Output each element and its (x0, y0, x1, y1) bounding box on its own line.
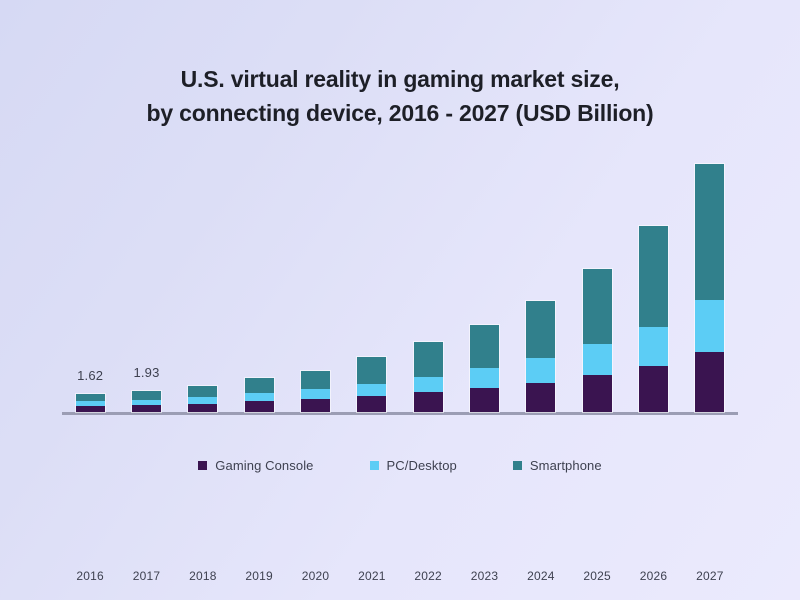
x-axis-label: 2022 (414, 569, 442, 583)
legend-swatch-icon (198, 461, 208, 470)
bar-segment (526, 357, 556, 383)
bar-segment (132, 390, 161, 400)
bar-segment (301, 370, 330, 390)
bar-column[interactable] (457, 324, 513, 412)
bar-segment (188, 396, 218, 404)
bar-segment (695, 164, 725, 300)
x-axis-tick-labels: 2016 2017 2018 2019 2020 2021 2022 2023 2024 2025… (62, 569, 738, 589)
x-axis-label: 2025 (583, 569, 611, 583)
bar-segment (639, 326, 668, 367)
x-axis-label: 2027 (696, 569, 724, 583)
bar-segment (132, 405, 161, 412)
x-axis-label: 2017 (132, 569, 161, 583)
x-axis-label: 2026 (639, 569, 668, 583)
bar-segment (357, 383, 387, 397)
legend-swatch-icon (512, 461, 522, 470)
legend-item[interactable]: PC/Desktop (369, 458, 457, 473)
bar-segment (582, 344, 612, 376)
legend-label: Smartphone (529, 458, 602, 473)
bar-column[interactable] (119, 390, 175, 412)
bar-column[interactable] (175, 385, 231, 412)
bar-segment (413, 392, 443, 412)
bar-stack (413, 342, 443, 412)
bar-segment (526, 382, 556, 412)
bar-segment (132, 399, 161, 406)
bar-stack (132, 390, 161, 412)
plot-area: 1.62 1.93 2016 2017 2018 2019 2020 2021 2022 202… (62, 150, 738, 583)
legend-swatch-icon (369, 461, 379, 470)
x-axis-line (62, 412, 738, 415)
bar-stack (357, 357, 387, 412)
bar-segment (244, 378, 274, 394)
bar-segment (582, 375, 612, 412)
bar-segment (75, 401, 105, 406)
x-axis-label: 2018 (189, 569, 217, 583)
bar-segment (639, 226, 668, 327)
bar-value-label: 1.62 (77, 368, 104, 384)
bar-segment (244, 393, 274, 402)
bar-segment (301, 399, 330, 412)
legend-label: PC/Desktop (386, 458, 457, 473)
bar-segment (413, 342, 443, 377)
bar-segment (413, 376, 443, 393)
bar-segment (357, 357, 387, 384)
chart-legend: Gaming Console PC/Desktop Smartphone (0, 458, 800, 473)
bar-series-layer (62, 150, 738, 412)
bar-segment (244, 401, 274, 412)
bar-segment (470, 324, 499, 369)
x-axis-label: 2020 (301, 569, 330, 583)
bar-stack (301, 370, 330, 412)
bar-column[interactable] (626, 226, 682, 412)
bar-segment (75, 394, 105, 402)
bar-segment (188, 403, 218, 412)
bar-column[interactable] (344, 357, 400, 412)
bar-stack (470, 324, 499, 412)
bar-stack (639, 226, 668, 412)
x-axis-label: 2016 (76, 569, 104, 583)
x-axis-label: 2024 (527, 569, 555, 583)
bar-segment (188, 385, 218, 397)
bar-stack (695, 164, 725, 412)
bar-column[interactable] (288, 370, 344, 412)
bar-column[interactable] (62, 394, 118, 412)
legend-item[interactable]: Smartphone (512, 458, 602, 473)
x-axis-label: 2021 (358, 569, 386, 583)
bar-column[interactable] (569, 269, 625, 412)
legend-label: Gaming Console (215, 458, 314, 473)
bar-segment (695, 351, 725, 412)
bar-segment (639, 366, 668, 412)
bar-value-label: 1.93 (133, 364, 160, 380)
bar-segment (470, 387, 499, 412)
chart-title-line-1: U.S. virtual reality in gaming market si… (180, 66, 620, 92)
x-axis-label: 2023 (470, 569, 499, 583)
bar-segment (301, 389, 330, 400)
bar-stack (244, 378, 274, 412)
chart-title-line-2: by connecting device, 2016 - 2027 (USD B… (146, 100, 654, 126)
bar-segment (470, 368, 499, 388)
x-axis-label: 2019 (245, 569, 273, 583)
bar-segment (357, 396, 387, 412)
bar-column[interactable] (682, 164, 738, 412)
bar-stack (526, 300, 556, 412)
chart-title: U.S. virtual reality in gaming market si… (0, 62, 800, 130)
bar-segment (75, 406, 105, 412)
legend-item[interactable]: Gaming Console (198, 458, 313, 473)
bar-segment (526, 300, 556, 358)
bar-column[interactable] (231, 378, 287, 412)
bar-column[interactable] (513, 300, 569, 412)
bar-stack (75, 394, 105, 412)
bar-segment (582, 269, 612, 345)
bar-stack (188, 385, 218, 412)
bar-segment (695, 299, 725, 352)
bar-stack (582, 269, 612, 412)
bar-column[interactable] (400, 342, 456, 412)
